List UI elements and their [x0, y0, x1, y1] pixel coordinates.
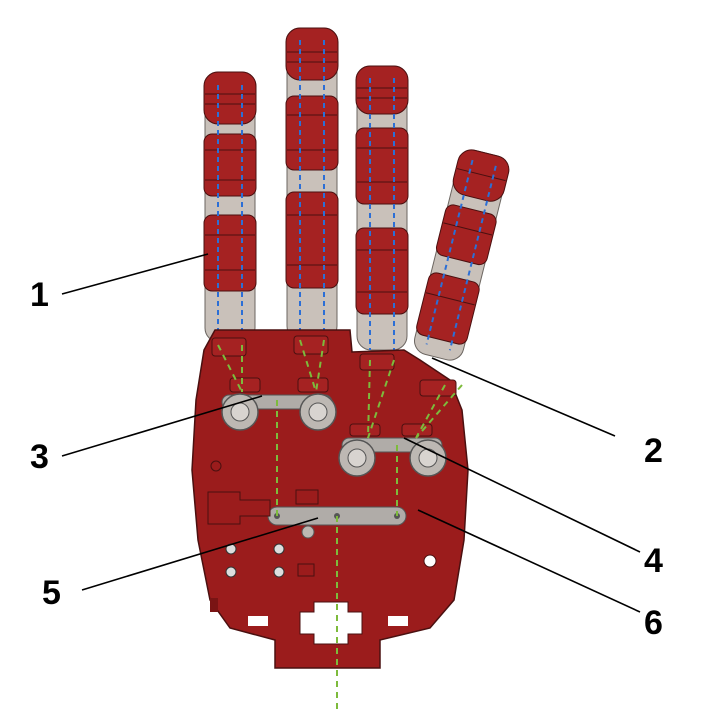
pulley-assembly-lower: [338, 423, 447, 477]
finger-little: [414, 149, 510, 361]
finger-ring: [355, 65, 409, 351]
callout-5: 5: [42, 574, 61, 612]
leader-lines: [61, 253, 641, 613]
tendon-routing: [217, 339, 463, 709]
callout-1: 1: [30, 276, 49, 314]
finger-base-brackets: [211, 335, 457, 397]
palm-plate: [191, 329, 469, 669]
finger-index: [203, 71, 257, 345]
callout-4: 4: [644, 542, 663, 580]
finger-middle: [285, 27, 339, 341]
callout-2: 2: [644, 432, 663, 470]
mounting-features: [207, 460, 437, 645]
pulley-assembly-upper: [221, 377, 337, 431]
callout-6: 6: [644, 604, 663, 642]
callout-3: 3: [30, 438, 49, 476]
